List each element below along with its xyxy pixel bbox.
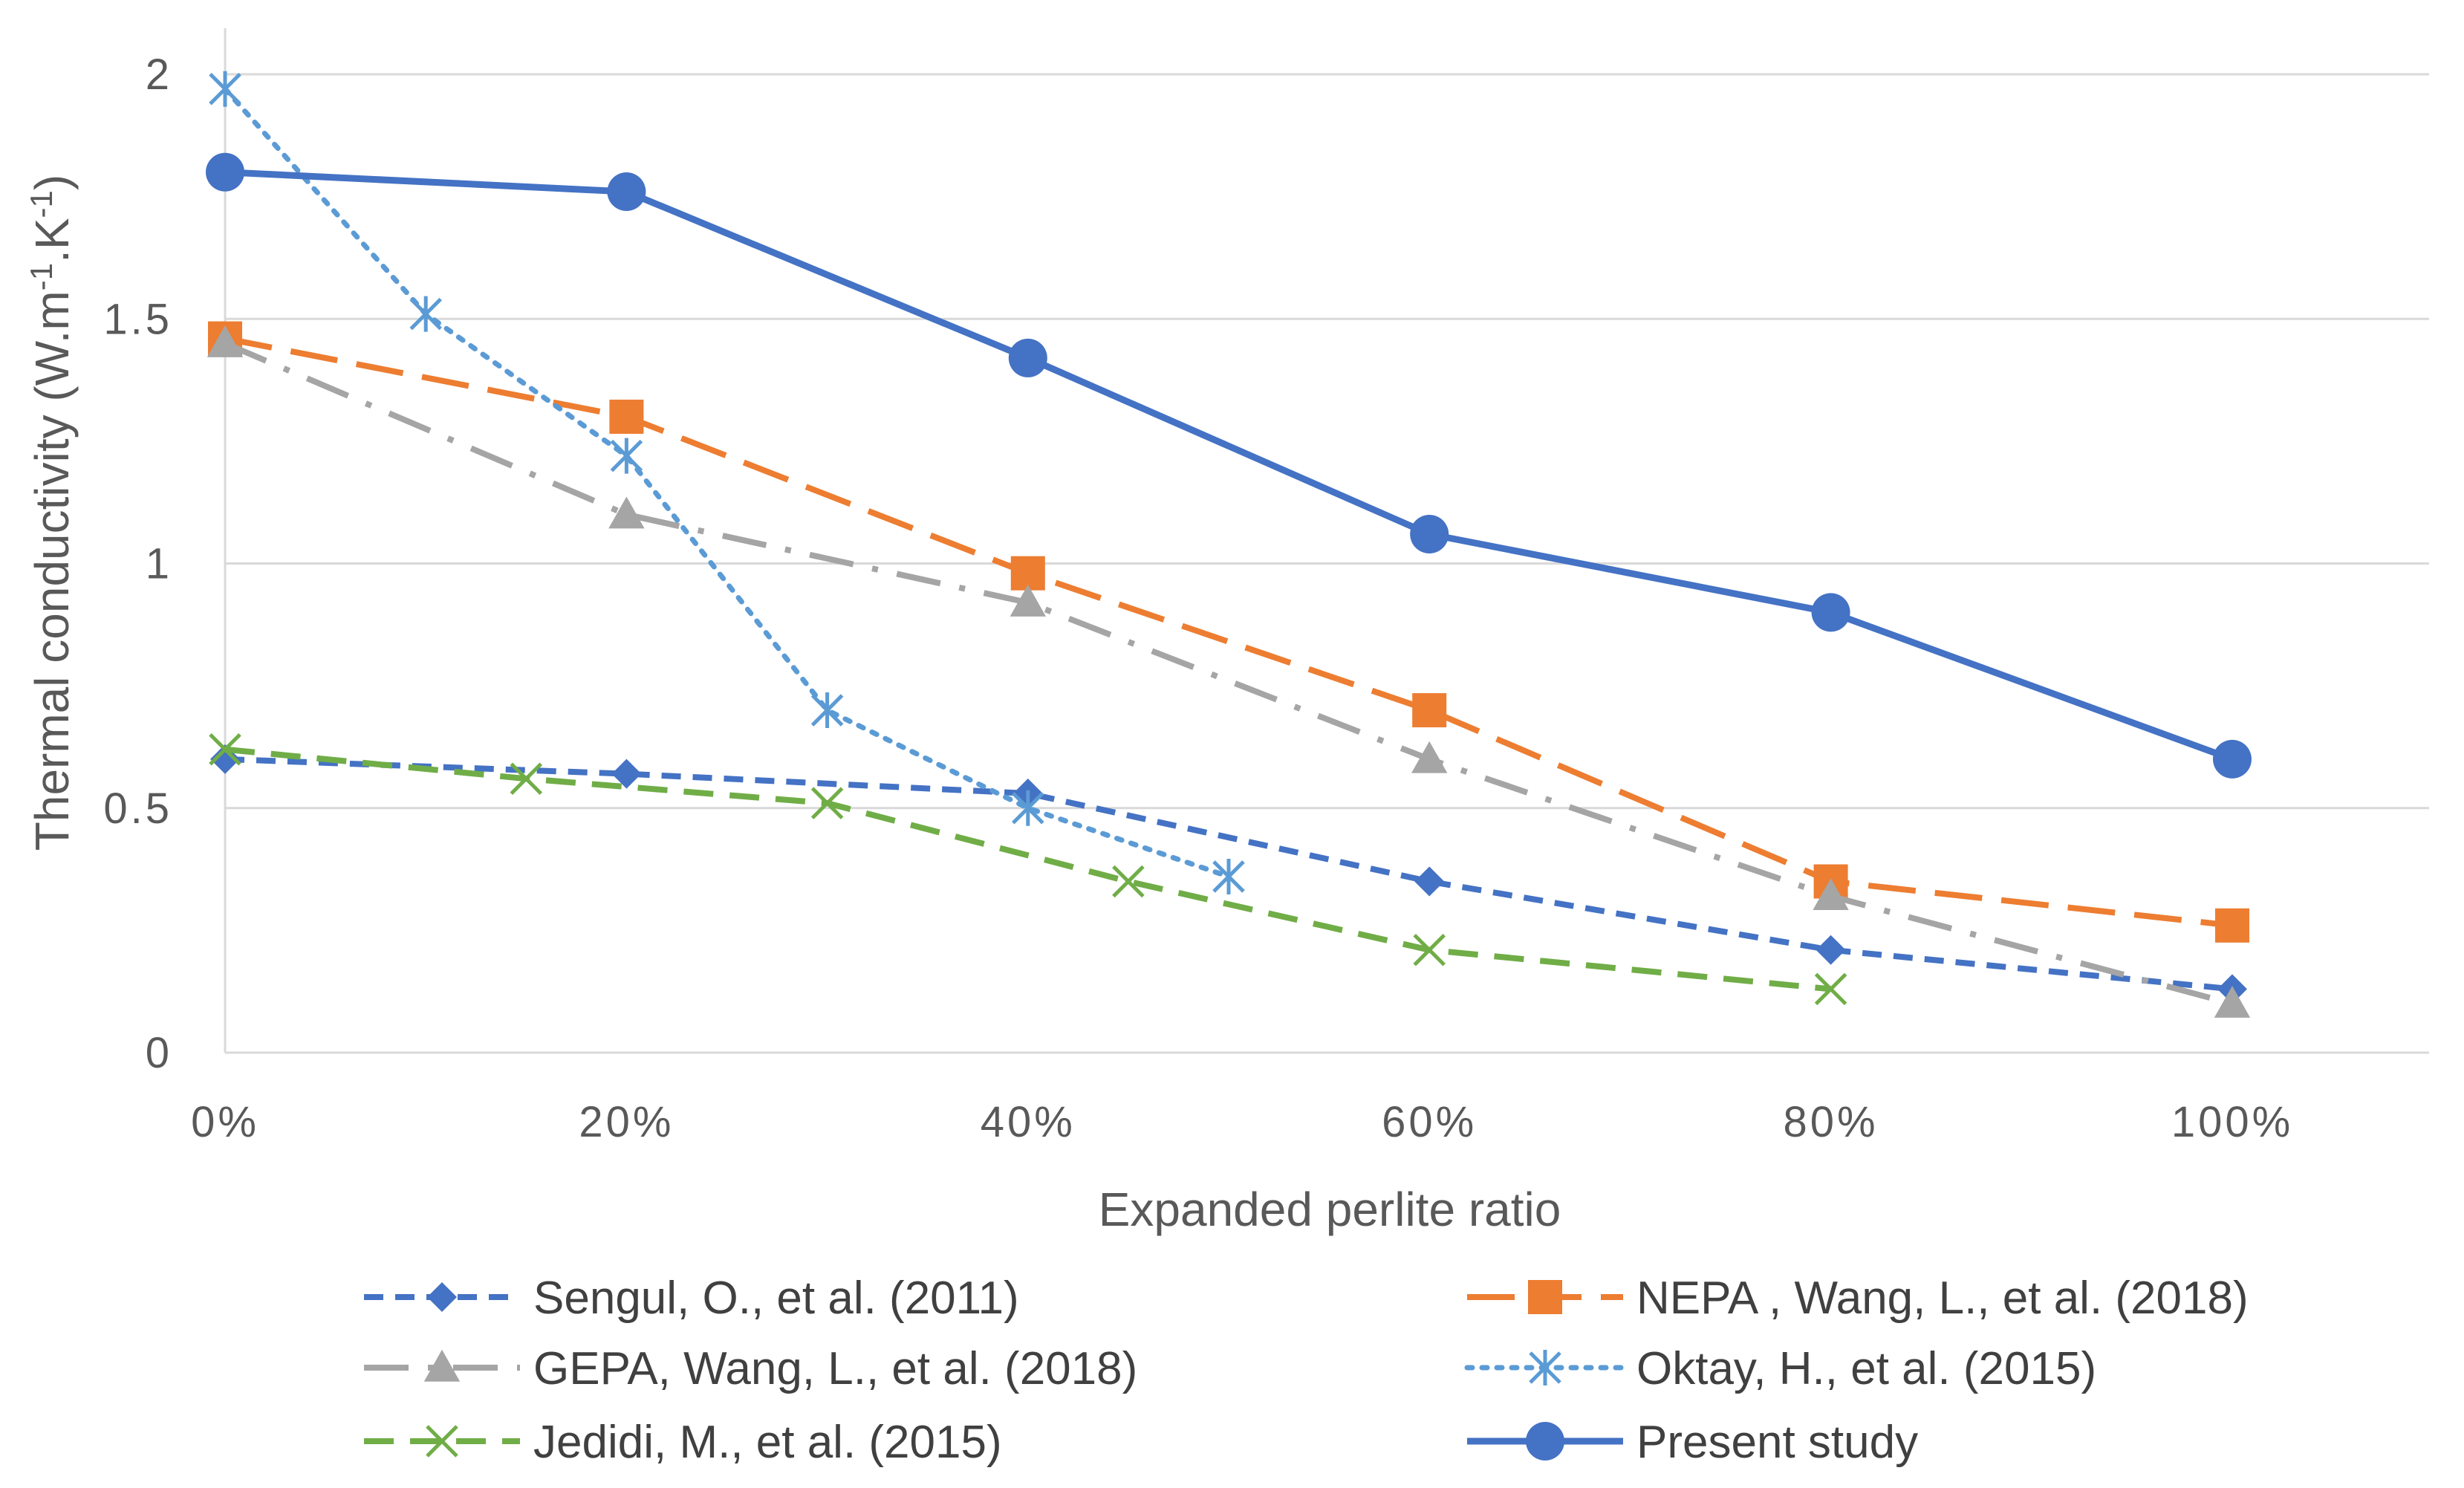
legend-marker (423, 1349, 461, 1382)
series-line (224, 169, 2234, 763)
data-point (510, 762, 543, 796)
data-point (607, 172, 646, 212)
x-tick-label: 20% (579, 1098, 674, 1146)
y-axis-title-mid: .K (25, 218, 79, 262)
legend-marker (1526, 1422, 1564, 1461)
data-point (1112, 865, 1145, 898)
data-point (608, 496, 645, 529)
series-line (224, 746, 1831, 992)
data-point (209, 732, 241, 766)
series-nepa-wang-l-et-al-2018 (208, 321, 2249, 943)
series-oktay-h-et-al-2015 (209, 71, 1245, 894)
y-axis-title-sup1: -1 (24, 263, 59, 290)
legend-label: NEPA , Wang, L., et al. (2018) (1636, 1273, 2249, 1324)
data-point (611, 758, 642, 789)
x-tick-label: 0% (191, 1098, 259, 1146)
data-point (1008, 338, 1047, 377)
legend-marker (1528, 1280, 1562, 1314)
data-point (2213, 739, 2252, 779)
legend-item-nepa-wang-l-et-al-2018: NEPA , Wang, L., et al. (2018) (1467, 1273, 2249, 1324)
x-tick-label: 80% (1784, 1098, 1879, 1146)
y-axis-title-end: ) (25, 175, 79, 190)
data-point (609, 399, 644, 434)
y-axis-title: Thermal conductivity (W.m-1.K-1) (24, 175, 79, 851)
legend-item-present-study: Present study (1467, 1417, 1918, 1468)
series-gepa-wang-l-et-al-2018 (207, 325, 2251, 1018)
data-point (1411, 741, 1448, 773)
data-point (1814, 972, 1847, 1006)
series-group (206, 71, 2252, 1018)
y-tick-label: 1 (146, 540, 172, 588)
series-line (224, 756, 2233, 992)
x-axis-ticks: 0% 20% 40% 60% 80% 100% (191, 1098, 2293, 1146)
legend-label: Sengul, O., et al. (2011) (533, 1273, 1019, 1324)
legend-marker (427, 1282, 457, 1312)
data-point (1811, 593, 1850, 632)
legend-marker (426, 1425, 458, 1458)
x-axis-title: Expanded perlite ratio (1099, 1183, 1561, 1236)
x-tick-label: 40% (981, 1098, 1076, 1146)
data-point (610, 438, 643, 474)
legend-label: Oktay, H., et al. (2015) (1636, 1343, 2096, 1394)
data-point (209, 71, 241, 107)
legend-marker (1529, 1350, 1561, 1385)
legend-item-sengul-o-et-al-2011: Sengul, O., et al. (2011) (364, 1273, 1019, 1324)
y-axis-title-main: Thermal conductivity (W.m (25, 290, 79, 851)
legend-label: Present study (1636, 1417, 1918, 1468)
data-point (1414, 866, 1445, 897)
data-point (1813, 878, 1849, 910)
series-present-study (206, 152, 2252, 779)
data-point (207, 325, 244, 357)
data-point (206, 152, 244, 192)
data-point (810, 692, 844, 729)
series-line (224, 335, 2233, 929)
data-point (1410, 514, 1449, 553)
data-point (1413, 933, 1446, 966)
series-jedidi-m-et-al-2015 (209, 732, 1847, 1006)
gridlines (224, 28, 2429, 1054)
series-line (222, 86, 1232, 880)
legend-item-gepa-wang-l-et-al-2018: GEPA, Wang, L., et al. (2018) (364, 1343, 1137, 1394)
data-point (1816, 935, 1846, 965)
series-line (224, 340, 2234, 1007)
data-point (409, 296, 442, 332)
data-point (1212, 858, 1245, 894)
x-tick-label: 60% (1382, 1098, 1477, 1146)
y-tick-label: 0.5 (103, 784, 172, 833)
data-point (1412, 693, 1447, 728)
x-tick-label: 100% (2171, 1098, 2293, 1146)
data-point (2215, 908, 2249, 943)
legend-item-jedidi-m-et-al-2015: Jedidi, M., et al. (2015) (364, 1417, 1002, 1468)
y-tick-label: 1.5 (103, 295, 172, 343)
legend-label: Jedidi, M., et al. (2015) (533, 1417, 1002, 1468)
y-axis-title-sup2: -1 (24, 190, 59, 218)
y-tick-label: 2 (146, 51, 172, 99)
data-point (1012, 790, 1044, 826)
legend: Sengul, O., et al. (2011) NEPA , Wang, L.… (364, 1273, 2249, 1468)
data-point (2214, 985, 2251, 1018)
y-axis-ticks: 0 0.5 1 1.5 2 (103, 51, 172, 1077)
legend-label: GEPA, Wang, L., et al. (2018) (533, 1343, 1137, 1394)
data-point (1010, 584, 1046, 617)
data-point (810, 787, 844, 819)
legend-item-oktay-h-et-al-2015: Oktay, H., et al. (2015) (1464, 1343, 2096, 1394)
y-tick-label: 0 (146, 1029, 172, 1077)
